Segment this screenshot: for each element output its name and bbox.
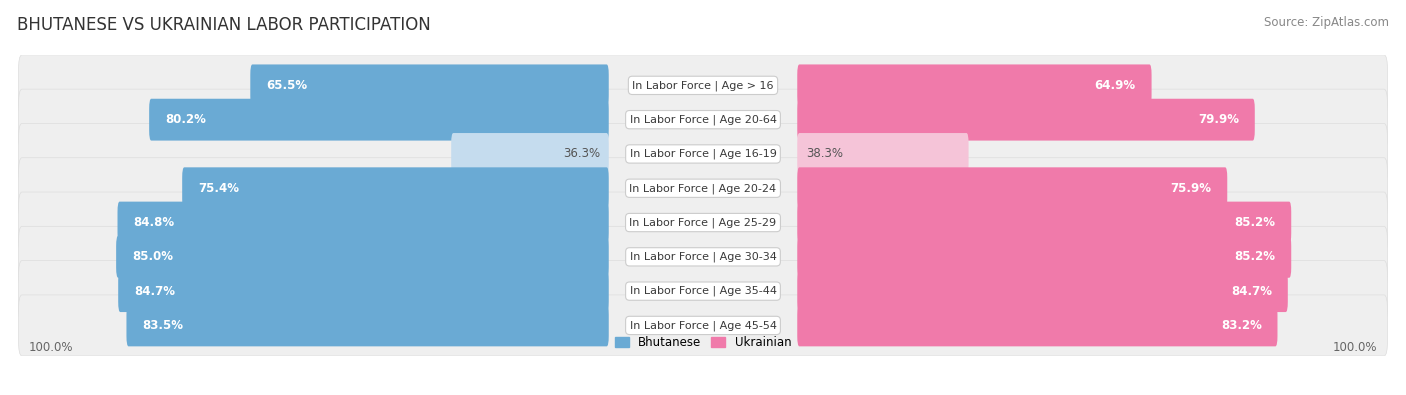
FancyBboxPatch shape bbox=[118, 201, 609, 243]
FancyBboxPatch shape bbox=[117, 236, 609, 278]
FancyBboxPatch shape bbox=[797, 64, 1152, 106]
Text: 36.3%: 36.3% bbox=[562, 147, 600, 160]
Text: 65.5%: 65.5% bbox=[266, 79, 308, 92]
Text: 83.5%: 83.5% bbox=[142, 319, 183, 332]
FancyBboxPatch shape bbox=[797, 167, 1227, 209]
Text: 100.0%: 100.0% bbox=[1333, 340, 1378, 354]
Text: 85.0%: 85.0% bbox=[132, 250, 173, 263]
Text: 83.2%: 83.2% bbox=[1220, 319, 1261, 332]
FancyBboxPatch shape bbox=[18, 55, 1388, 116]
FancyBboxPatch shape bbox=[797, 201, 1291, 243]
Text: In Labor Force | Age 30-34: In Labor Force | Age 30-34 bbox=[630, 252, 776, 262]
FancyBboxPatch shape bbox=[797, 305, 1278, 346]
Legend: Bhutanese, Ukrainian: Bhutanese, Ukrainian bbox=[610, 331, 796, 354]
FancyBboxPatch shape bbox=[149, 99, 609, 141]
Text: In Labor Force | Age 25-29: In Labor Force | Age 25-29 bbox=[630, 217, 776, 228]
FancyBboxPatch shape bbox=[18, 192, 1388, 253]
FancyBboxPatch shape bbox=[118, 270, 609, 312]
Text: 64.9%: 64.9% bbox=[1095, 79, 1136, 92]
FancyBboxPatch shape bbox=[797, 133, 969, 175]
Text: In Labor Force | Age > 16: In Labor Force | Age > 16 bbox=[633, 80, 773, 90]
FancyBboxPatch shape bbox=[18, 89, 1388, 150]
Text: 79.9%: 79.9% bbox=[1198, 113, 1239, 126]
Text: Source: ZipAtlas.com: Source: ZipAtlas.com bbox=[1264, 16, 1389, 29]
Text: 38.3%: 38.3% bbox=[806, 147, 844, 160]
FancyBboxPatch shape bbox=[18, 158, 1388, 219]
Text: In Labor Force | Age 35-44: In Labor Force | Age 35-44 bbox=[630, 286, 776, 296]
FancyBboxPatch shape bbox=[250, 64, 609, 106]
FancyBboxPatch shape bbox=[451, 133, 609, 175]
FancyBboxPatch shape bbox=[18, 226, 1388, 288]
Text: In Labor Force | Age 20-64: In Labor Force | Age 20-64 bbox=[630, 115, 776, 125]
Text: 84.8%: 84.8% bbox=[134, 216, 174, 229]
Text: 85.2%: 85.2% bbox=[1234, 216, 1275, 229]
Text: 84.7%: 84.7% bbox=[1232, 285, 1272, 298]
FancyBboxPatch shape bbox=[797, 270, 1288, 312]
Text: 84.7%: 84.7% bbox=[134, 285, 174, 298]
FancyBboxPatch shape bbox=[18, 123, 1388, 184]
Text: 100.0%: 100.0% bbox=[28, 340, 73, 354]
FancyBboxPatch shape bbox=[127, 305, 609, 346]
Text: In Labor Force | Age 20-24: In Labor Force | Age 20-24 bbox=[630, 183, 776, 194]
Text: In Labor Force | Age 16-19: In Labor Force | Age 16-19 bbox=[630, 149, 776, 159]
Text: 80.2%: 80.2% bbox=[165, 113, 205, 126]
FancyBboxPatch shape bbox=[18, 261, 1388, 322]
FancyBboxPatch shape bbox=[183, 167, 609, 209]
Text: 75.4%: 75.4% bbox=[198, 182, 239, 195]
FancyBboxPatch shape bbox=[797, 99, 1254, 141]
Text: In Labor Force | Age 45-54: In Labor Force | Age 45-54 bbox=[630, 320, 776, 331]
Text: 85.2%: 85.2% bbox=[1234, 250, 1275, 263]
FancyBboxPatch shape bbox=[18, 295, 1388, 356]
Text: BHUTANESE VS UKRAINIAN LABOR PARTICIPATION: BHUTANESE VS UKRAINIAN LABOR PARTICIPATI… bbox=[17, 16, 430, 34]
Text: 75.9%: 75.9% bbox=[1170, 182, 1212, 195]
FancyBboxPatch shape bbox=[797, 236, 1291, 278]
